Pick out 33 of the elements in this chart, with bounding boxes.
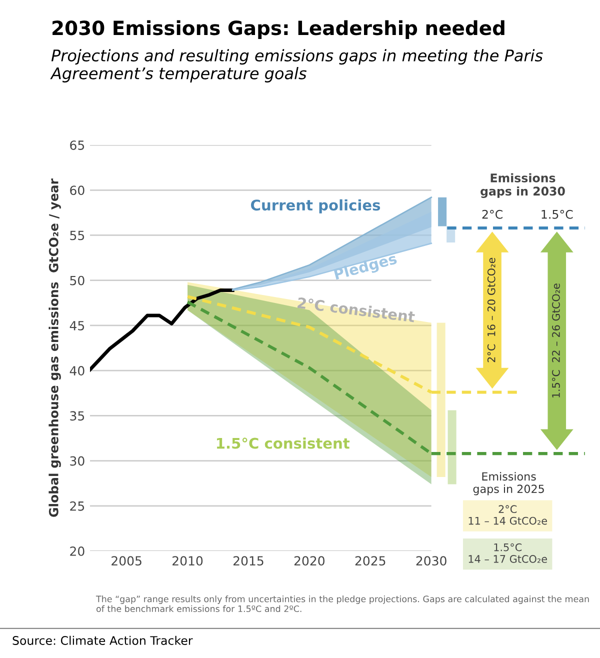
y-tick-label: 35 — [70, 411, 84, 421]
x-tick-label: 2005 — [112, 556, 142, 566]
annotation: 2°C — [482, 210, 502, 219]
annotation: 1.5°C 14 – 17 GtCO₂e — [468, 543, 547, 563]
y-tick-label: 20 — [70, 546, 84, 556]
text: 2°C consistent — [297, 296, 416, 322]
x-tick-label: 2010 — [172, 556, 203, 566]
x-tick-label: 2025 — [355, 556, 386, 566]
y-tick-label: 60 — [70, 186, 84, 196]
annotation: Emissions gaps in 2030 — [480, 173, 565, 198]
annotation: Emissions gaps in 2025 — [473, 472, 544, 496]
y-tick-label: 50 — [70, 276, 84, 286]
y-tick-label: 30 — [70, 456, 84, 466]
y-tick-label: 25 — [70, 501, 84, 511]
annotation: 2°C 16 – 20 GtCO₂e — [487, 258, 496, 362]
text: 1.5°C consistent — [216, 437, 350, 449]
annotation: 2°C 11 – 14 GtCO₂e — [468, 505, 547, 525]
y-tick-label: 45 — [70, 321, 84, 330]
text: Pledges — [334, 252, 398, 283]
annotation: 1.5°C 22 – 26 GtCO₂e — [552, 284, 560, 398]
y-axis-title: Global greenhouse gas emissions GtCO₂e / year — [48, 178, 61, 517]
x-tick-label: 2020 — [294, 556, 324, 566]
x-tick-label: 2015 — [233, 556, 264, 566]
chart-title: 2030 Emissions Gaps: Leadership needed — [52, 20, 504, 40]
y-tick-label: 65 — [70, 140, 84, 150]
source-note: Source: Climate Action Tracker — [12, 636, 193, 645]
annotation: 1.5°C — [542, 210, 573, 219]
text: The “gap” range results only from uncertainties in the pledge projections. Gaps are calculated against the mean of the benchmark emissions for 1.5ºC and 2ºC. — [96, 595, 589, 612]
y-tick-label: 55 — [70, 230, 84, 240]
y-tick-label: 40 — [70, 366, 84, 376]
chart-subtitle: Projections and resulting emissions gaps in meeting the Paris Agreement’s temperature goals — [50, 49, 543, 82]
series-label: Current policies — [251, 199, 380, 214]
x-tick-label: 2030 — [416, 556, 446, 566]
